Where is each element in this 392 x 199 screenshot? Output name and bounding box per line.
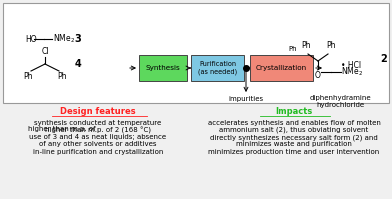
Text: Ph: Ph bbox=[289, 46, 297, 52]
Text: Ph: Ph bbox=[326, 41, 336, 50]
Text: Purification
(as needed): Purification (as needed) bbox=[198, 61, 237, 75]
Text: Crystallization: Crystallization bbox=[256, 65, 307, 71]
Text: higher than m.p. of 2 (168 °C): higher than m.p. of 2 (168 °C) bbox=[45, 127, 151, 134]
Text: ammonium salt (2), thus obviating solvent: ammonium salt (2), thus obviating solven… bbox=[220, 127, 368, 133]
Text: use of 3 and 4 as neat liquids; absence: use of 3 and 4 as neat liquids; absence bbox=[29, 135, 167, 140]
Text: synthesis conducted at temperature: synthesis conducted at temperature bbox=[34, 120, 162, 126]
FancyBboxPatch shape bbox=[250, 55, 313, 81]
Text: 2: 2 bbox=[381, 54, 387, 64]
FancyBboxPatch shape bbox=[3, 3, 389, 103]
Text: minimizes production time and user intervention: minimizes production time and user inter… bbox=[209, 149, 379, 155]
Text: diphenhydramine
hydrochloride: diphenhydramine hydrochloride bbox=[309, 95, 371, 108]
Text: higher than m.p. of: higher than m.p. of bbox=[28, 127, 98, 133]
Text: HO: HO bbox=[25, 34, 36, 44]
Text: in-line purification and crystallization: in-line purification and crystallization bbox=[33, 149, 163, 155]
Text: Design features: Design features bbox=[60, 107, 136, 116]
Text: Synthesis: Synthesis bbox=[145, 65, 180, 71]
Text: • HCl: • HCl bbox=[341, 60, 361, 69]
Text: 4: 4 bbox=[74, 59, 82, 69]
Text: directly synthesizes necessary salt form (2) and: directly synthesizes necessary salt form… bbox=[210, 135, 378, 141]
FancyBboxPatch shape bbox=[191, 55, 244, 81]
Text: NMe$_2$: NMe$_2$ bbox=[53, 33, 75, 45]
Text: NMe$_2$: NMe$_2$ bbox=[341, 66, 363, 78]
Text: Ph: Ph bbox=[23, 72, 33, 81]
Text: O: O bbox=[315, 71, 321, 80]
Text: Ph: Ph bbox=[57, 72, 67, 81]
Text: 3: 3 bbox=[74, 34, 82, 44]
Text: Cl: Cl bbox=[41, 47, 49, 56]
Text: Impacts: Impacts bbox=[275, 107, 313, 116]
Text: of any other solvents or additives: of any other solvents or additives bbox=[39, 141, 157, 147]
Text: accelerates synthesis and enables flow of molten: accelerates synthesis and enables flow o… bbox=[207, 120, 381, 126]
Text: impurities: impurities bbox=[229, 96, 263, 102]
Text: minimizes waste and purification: minimizes waste and purification bbox=[236, 141, 352, 147]
Text: Ph: Ph bbox=[301, 41, 311, 50]
Text: higher than m.p. of ·· (168 °C): higher than m.p. of ·· (168 °C) bbox=[45, 127, 151, 134]
FancyBboxPatch shape bbox=[139, 55, 187, 81]
